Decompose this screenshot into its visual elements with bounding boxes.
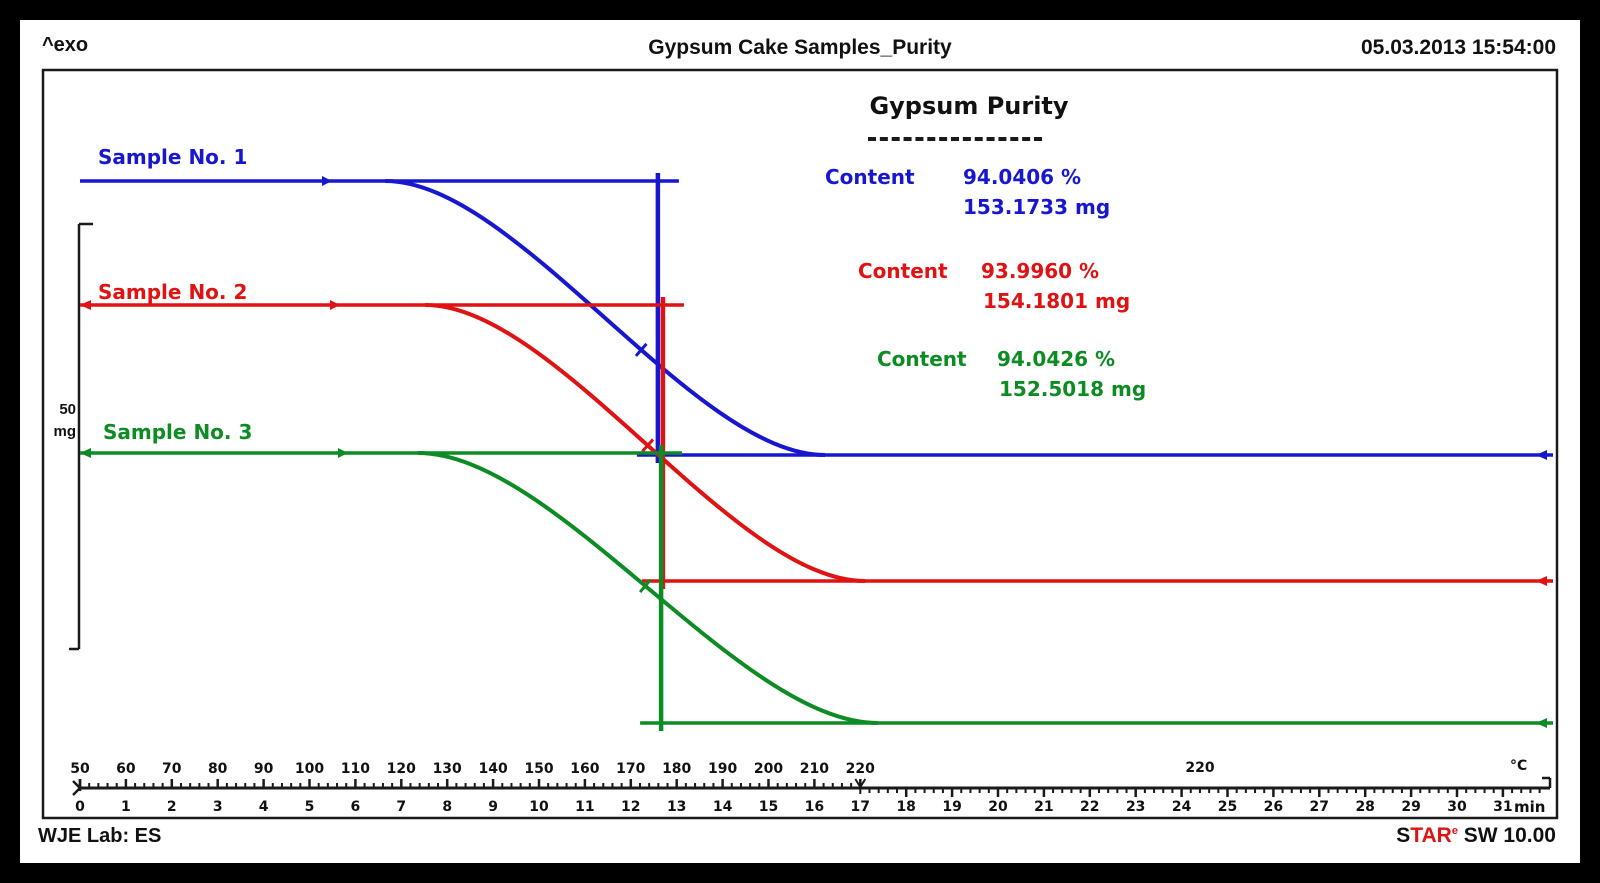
plateau-marker-2 bbox=[330, 300, 340, 310]
start-marker-2 bbox=[80, 300, 91, 310]
content-label-sample-2: Content bbox=[858, 259, 948, 283]
end-marker-2 bbox=[1536, 576, 1547, 586]
tga-curve-2 bbox=[425, 303, 865, 583]
isothermal-switch-mark bbox=[854, 778, 862, 788]
y-scale-bar-label: 50 mg bbox=[30, 399, 77, 443]
content-mass-sample-1: 153.1733 mg bbox=[963, 195, 1111, 219]
content-label-sample-1: Content bbox=[825, 165, 915, 189]
y-scale-unit: mg bbox=[53, 423, 77, 440]
content-mass-sample-2: 154.1801 mg bbox=[983, 289, 1131, 313]
isothermal-switch-mark bbox=[859, 778, 867, 788]
curve-marker-3 bbox=[638, 578, 652, 593]
x-axis-start-mark bbox=[72, 787, 81, 796]
curve-marker-2 bbox=[641, 438, 655, 453]
dashed-divider bbox=[868, 137, 1042, 141]
time-axis-unit: min bbox=[1514, 798, 1546, 816]
curve-label-sample-2: Sample No. 2 bbox=[98, 280, 248, 304]
software-name-segment: TAR bbox=[1410, 824, 1452, 847]
plateau-marker-3 bbox=[338, 448, 348, 458]
curve-label-sample-1: Sample No. 1 bbox=[98, 145, 248, 169]
plateau-marker-1 bbox=[322, 176, 332, 186]
software-name: STARe SW 10.00 bbox=[1396, 824, 1556, 848]
y-scale-value: 50 bbox=[59, 401, 76, 418]
curve-label-sample-3: Sample No. 3 bbox=[103, 420, 253, 444]
tga-curve-1 bbox=[385, 179, 825, 457]
tga-curve-3 bbox=[417, 451, 878, 725]
content-percent-sample-3: 94.0426 % bbox=[997, 347, 1116, 371]
lab-operator-label: WJE Lab: ES bbox=[38, 825, 162, 847]
software-name-segment: e bbox=[1451, 825, 1458, 837]
exo-direction-label: ^exo bbox=[42, 34, 89, 56]
end-marker-3 bbox=[1536, 718, 1547, 728]
page-title: Gypsum Cake Samples_Purity bbox=[648, 36, 952, 59]
isothermal-temp-label: 220 bbox=[1185, 760, 1215, 776]
report-datetime: 05.03.2013 15:54:00 bbox=[1361, 36, 1556, 59]
content-mass-sample-3: 152.5018 mg bbox=[999, 377, 1147, 401]
temp-axis-unit: °C bbox=[1510, 758, 1528, 774]
curve-marker-1 bbox=[634, 342, 648, 357]
annotation-title: Gypsum Purity bbox=[869, 92, 1069, 120]
plot-frame bbox=[41, 68, 1559, 820]
software-name-segment: SW 10.00 bbox=[1457, 824, 1556, 847]
content-percent-sample-1: 94.0406 % bbox=[963, 165, 1082, 189]
software-name-segment: S bbox=[1396, 824, 1411, 847]
end-marker-1 bbox=[1536, 450, 1547, 460]
content-percent-sample-2: 93.9960 % bbox=[981, 259, 1100, 283]
start-marker-3 bbox=[80, 448, 91, 458]
content-label-sample-3: Content bbox=[877, 347, 967, 371]
